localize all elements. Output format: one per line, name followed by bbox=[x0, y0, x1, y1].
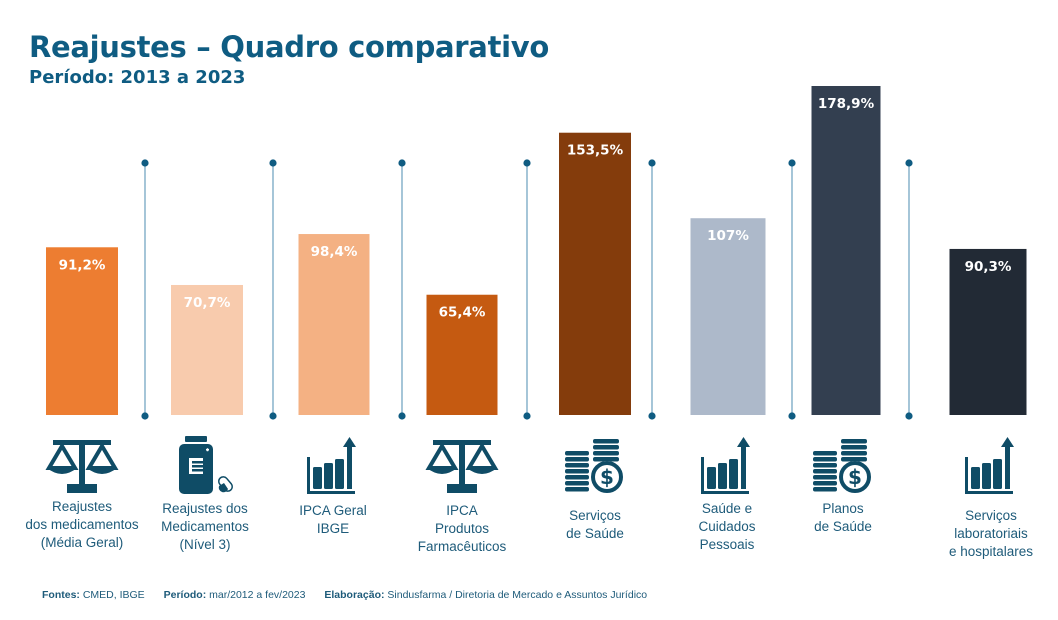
bar-value-label: 178,9% bbox=[818, 96, 875, 112]
bar bbox=[46, 247, 118, 415]
category-label: IPCA Geral IBGE bbox=[299, 502, 367, 538]
bar bbox=[559, 132, 631, 416]
bar-value-label: 65,4% bbox=[439, 305, 486, 321]
scale-icon bbox=[45, 440, 119, 493]
category-label-line: IPCA bbox=[446, 503, 478, 518]
category-label: Serviços de Saúde bbox=[566, 507, 624, 543]
category-label-line: laboratoriais bbox=[954, 526, 1028, 541]
svg-text:$: $ bbox=[600, 465, 614, 489]
bar bbox=[171, 284, 243, 415]
bar bbox=[690, 218, 766, 415]
category-label-line: Reajustes dos bbox=[162, 501, 248, 516]
made-by-value: Sindusfarma / Diretoria de Mercado e Ass… bbox=[387, 589, 648, 601]
divider-dot-top bbox=[648, 159, 656, 167]
bar bbox=[426, 294, 498, 415]
period-label: Período: bbox=[163, 589, 207, 601]
growth-chart-icon bbox=[307, 437, 356, 494]
divider-dot-bottom bbox=[398, 412, 406, 420]
divider-dot-bottom bbox=[141, 412, 149, 420]
divider-dot-top bbox=[523, 159, 531, 167]
divider-dot-bottom bbox=[648, 412, 656, 420]
category-label-line: Cuidados bbox=[698, 519, 756, 534]
divider-dot-bottom bbox=[905, 412, 913, 420]
divider-dot-top bbox=[141, 159, 149, 167]
sources-value: CMED, IBGE bbox=[82, 589, 145, 601]
category-label-line: de Saúde bbox=[814, 519, 872, 534]
divider-dot-top bbox=[905, 159, 913, 167]
category-label-line: IBGE bbox=[316, 521, 350, 536]
category-label-line: (Média Geral) bbox=[40, 535, 124, 550]
page-title: Reajustes – Quadro comparativo bbox=[29, 30, 550, 64]
bar-value-label: 107% bbox=[707, 228, 749, 244]
category-label-line: de Saúde bbox=[566, 526, 624, 541]
period-value: mar/2012 a fev/2023 bbox=[209, 589, 306, 601]
category-label: Planos de Saúde bbox=[814, 500, 872, 536]
sources-label: Fontes: bbox=[42, 589, 80, 601]
category-label-line: Farmacêuticos bbox=[417, 539, 507, 554]
divider-dot-bottom bbox=[269, 412, 277, 420]
divider-dot-top bbox=[788, 159, 796, 167]
scale-icon bbox=[425, 440, 499, 493]
bar bbox=[811, 86, 881, 415]
category-label-line: e hospitalares bbox=[948, 544, 1034, 559]
divider-dot-top bbox=[269, 159, 277, 167]
medicine-bottle-icon bbox=[179, 436, 233, 494]
divider-dot-top bbox=[398, 159, 406, 167]
category-label: Saúde e Cuidados Pessoais bbox=[698, 500, 755, 554]
svg-text:$: $ bbox=[848, 465, 862, 489]
divider-dot-bottom bbox=[523, 412, 531, 420]
bar bbox=[949, 248, 1027, 415]
coins-dollar-icon: $ bbox=[813, 439, 871, 493]
footer-sources: Fontes: CMED, IBGE Período: mar/2012 a f… bbox=[42, 589, 647, 601]
category-label-line: Pessoais bbox=[699, 537, 755, 552]
category-label-line: Medicamentos bbox=[161, 519, 249, 534]
category-label: Serviços laboratoriais e hospitalares bbox=[949, 507, 1033, 561]
category-label-line: (Nível 3) bbox=[179, 537, 231, 552]
bar-value-label: 98,4% bbox=[311, 244, 358, 260]
page-subtitle: Período: 2013 a 2023 bbox=[29, 67, 246, 88]
bar-value-label: 153,5% bbox=[567, 143, 624, 159]
category-label-line: Reajustes bbox=[51, 499, 113, 514]
growth-chart-icon bbox=[701, 437, 750, 494]
bar bbox=[298, 234, 370, 415]
category-label-line: Produtos bbox=[434, 521, 490, 536]
growth-chart-icon bbox=[965, 437, 1014, 494]
category-label: Reajustes dos medicamentos (Média Geral) bbox=[25, 498, 138, 552]
category-label-line: IPCA Geral bbox=[299, 503, 367, 518]
bar-value-label: 90,3% bbox=[965, 259, 1012, 275]
made-by-label: Elaboração: bbox=[324, 589, 385, 601]
coins-dollar-icon: $ bbox=[565, 439, 623, 493]
category-label-line: Planos bbox=[822, 501, 864, 516]
bar-value-label: 70,7% bbox=[184, 295, 231, 311]
category-label: IPCA Produtos Farmacêuticos bbox=[418, 502, 507, 556]
category-label-line: Serviços bbox=[965, 508, 1017, 523]
category-label: Reajustes dos Medicamentos (Nível 3) bbox=[161, 500, 249, 554]
divider-dot-bottom bbox=[788, 412, 796, 420]
bar-value-label: 91,2% bbox=[59, 257, 106, 273]
category-label-line: Serviços bbox=[569, 508, 621, 523]
category-label-line: Saúde e bbox=[701, 501, 753, 516]
category-label-line: dos medicamentos bbox=[25, 517, 139, 532]
